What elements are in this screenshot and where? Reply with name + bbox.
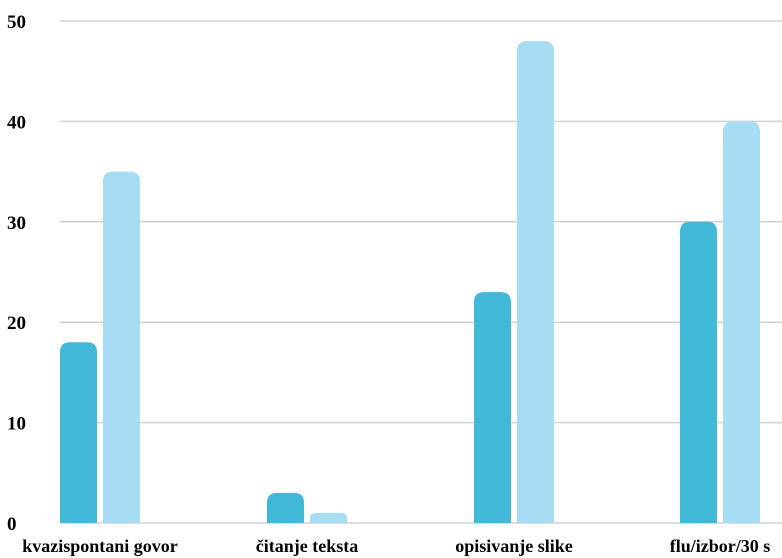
y-tick-label: 30	[7, 213, 26, 234]
y-tick-label: 40	[7, 112, 26, 133]
x-axis-category-labels: kvazispontani govor čitanje teksta opisiva…	[22, 536, 770, 556]
gridlines	[60, 20, 782, 524]
x-category-label: kvazispontani govor	[22, 536, 178, 556]
y-tick-label: 10	[7, 414, 26, 435]
x-category-label: čitanje teksta	[256, 536, 358, 556]
bar-series-2-3	[723, 121, 760, 524]
x-category-label: opisivanje slike	[455, 536, 573, 556]
y-tick-label: 0	[7, 514, 17, 535]
y-tick-label: 20	[7, 313, 26, 334]
bar-series-1-3	[680, 221, 717, 524]
x-category-label: flu/izbor/30 s	[670, 536, 771, 556]
bar-series-2-1	[310, 512, 347, 523]
bars	[60, 41, 760, 524]
bar-series-2-0	[103, 171, 140, 523]
bar-series-1-1	[267, 492, 304, 523]
y-tick-label: 50	[7, 12, 26, 33]
y-axis-tick-labels: 0 10 20 30 40 50	[7, 12, 26, 535]
bar-series-2-2	[517, 41, 554, 523]
bar-series-1-0	[60, 342, 97, 523]
bar-series-1-2	[474, 292, 511, 523]
